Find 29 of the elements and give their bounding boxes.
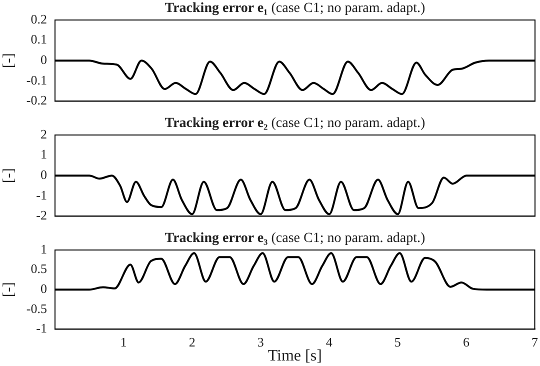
y-axis-title: [-] bbox=[0, 53, 17, 68]
y-tick-label: 1 bbox=[40, 241, 47, 256]
y-axis-title: [-] bbox=[0, 282, 17, 298]
y-tick-label: 0 bbox=[40, 281, 47, 296]
y-tick-label: 0.5 bbox=[30, 261, 47, 276]
y-tick-label: -0.2 bbox=[26, 92, 47, 108]
x-tick-label: 6 bbox=[462, 334, 470, 350]
y-tick-label: -1 bbox=[36, 320, 47, 336]
x-tick-label: 4 bbox=[326, 334, 333, 350]
chart-title: Tracking error e₁ (case C1; no param. adapt.) bbox=[164, 1, 426, 17]
y-axis-title: [-] bbox=[0, 168, 17, 184]
y-tick-label: 0 bbox=[40, 167, 47, 182]
x-axis-title: Time [s] bbox=[268, 348, 322, 365]
chart-title: Tracking error e₃ (case C1; no param. adapt.) bbox=[164, 231, 426, 247]
y-tick-label: 0.2 bbox=[30, 11, 47, 26]
y-tick-label: 1 bbox=[40, 146, 47, 162]
chart-title: Tracking error e₂ (case C1; no param. adapt.) bbox=[164, 116, 426, 132]
x-tick-label: 7 bbox=[532, 334, 538, 350]
y-tick-label: -2 bbox=[36, 208, 47, 223]
y-tick-label: -0.5 bbox=[26, 300, 47, 316]
y-tick-label: 2 bbox=[40, 126, 47, 142]
x-tick-label: 5 bbox=[394, 334, 401, 350]
y-tick-label: -1 bbox=[36, 187, 47, 202]
x-tick-label: 1 bbox=[120, 334, 127, 350]
y-tick-label: 0.1 bbox=[30, 32, 47, 47]
y-tick-label: -0.1 bbox=[26, 72, 47, 88]
x-tick-label: 2 bbox=[188, 334, 196, 350]
y-tick-label: 0 bbox=[40, 52, 47, 68]
x-tick-label: 3 bbox=[257, 334, 264, 350]
